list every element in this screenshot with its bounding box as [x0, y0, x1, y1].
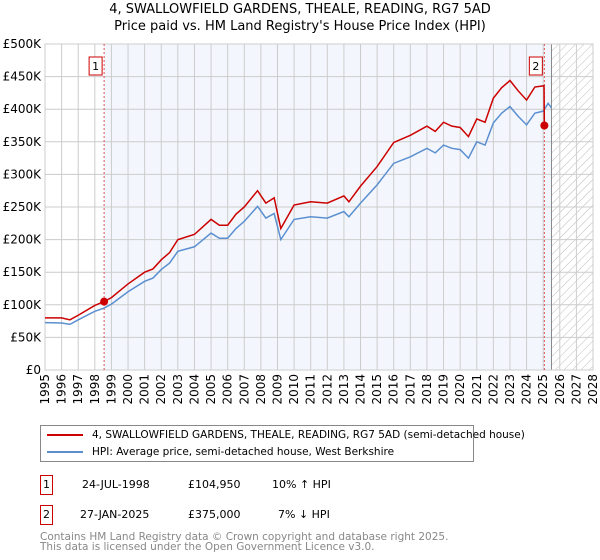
red-line-swatch [47, 434, 83, 436]
x-tick-label: 2003 [171, 374, 185, 405]
y-tick-label: £350K [3, 135, 43, 149]
x-tick-label: 2000 [121, 374, 135, 405]
blue-line-swatch [47, 451, 83, 453]
x-tick-label: 2020 [453, 374, 467, 405]
footer-copyright: Contains HM Land Registry data © Crown c… [40, 531, 449, 543]
sale-point [540, 121, 549, 130]
x-tick-label: 2010 [287, 374, 301, 405]
sale-hpi-diff: 7% ↓ HPI [278, 508, 330, 521]
x-tick-label: 2001 [138, 374, 152, 405]
x-tick-label: 2023 [503, 374, 517, 405]
legend: 4, SWALLOWFIELD GARDENS, THEALE, READING… [40, 425, 525, 462]
legend-label: 4, SWALLOWFIELD GARDENS, THEALE, READING… [92, 429, 525, 441]
sale-label: 2 [532, 60, 539, 73]
x-tick-label: 2024 [520, 374, 534, 405]
legend-item-property: 4, SWALLOWFIELD GARDENS, THEALE, READING… [47, 429, 525, 441]
x-tick-label: 2007 [237, 374, 251, 405]
price-chart: £0 £50K £100K £150K £200K £250K £300K £350K £400… [3, 37, 600, 405]
chart-title: 4, SWALLOWFIELD GARDENS, THEALE, READING… [109, 2, 491, 17]
property-price-line [45, 79, 549, 321]
x-tick-label: 2009 [270, 374, 284, 405]
x-tick-label: 2004 [187, 374, 201, 405]
x-tick-label: 2016 [387, 374, 401, 405]
legend-label: HPI: Average price, semi-detached house,… [92, 446, 395, 458]
sale-price: £104,950 [188, 478, 241, 491]
x-tick-label: 2011 [304, 374, 318, 405]
x-tick-label: 1996 [55, 374, 69, 405]
x-tick-label: 2022 [486, 374, 500, 405]
y-tick-label: £100K [3, 298, 43, 312]
x-tick-label: 2012 [320, 374, 334, 405]
x-tick-label: 2014 [354, 374, 368, 405]
x-tick-label: 2027 [569, 374, 583, 405]
sale-badge: 1 [40, 475, 53, 495]
x-tick-label: 2017 [403, 374, 417, 405]
footer-licence: This data is licensed under the Open Gov… [40, 541, 375, 553]
x-tick-label: 2015 [370, 374, 384, 405]
x-tick-label: 2002 [154, 374, 168, 405]
y-tick-label: £450K [3, 70, 43, 84]
hpi-line [44, 102, 553, 326]
x-tick-label: 1999 [104, 374, 118, 405]
x-tick-label: 2005 [204, 374, 218, 405]
y-tick-label: £200K [3, 233, 43, 247]
plot-border [44, 43, 594, 371]
x-tick-label: 2028 [586, 374, 600, 405]
sale-row: 1 24-JUL-1998 £104,950 10% ↑ HPI [40, 475, 440, 495]
x-tick-label: 2021 [470, 374, 484, 405]
sale-label-box [88, 56, 103, 76]
y-tick-label: £0 [26, 363, 41, 377]
sale-row: 2 27-JAN-2025 £375,000 7% ↓ HPI [40, 505, 440, 525]
x-tick-label: 1995 [38, 374, 52, 405]
x-tick-label: 2026 [553, 374, 567, 405]
y-tick-label: £150K [3, 265, 43, 279]
x-tick-label: 1998 [88, 374, 102, 405]
y-tick-label: £400K [3, 102, 43, 116]
x-tick-label: 2008 [254, 374, 268, 405]
sale-hpi-diff: 10% ↑ HPI [272, 478, 331, 491]
y-tick-label: £300K [3, 167, 43, 181]
sale-date: 24-JUL-1998 [82, 478, 150, 491]
sale-price: £375,000 [188, 508, 241, 521]
sale-date: 27-JAN-2025 [80, 508, 150, 521]
y-tick-label: £500K [3, 37, 43, 51]
sale-badge: 2 [40, 505, 53, 525]
y-tick-label: £50K [10, 330, 42, 344]
x-tick-label: 2013 [337, 374, 351, 405]
y-tick-label: £250K [3, 200, 43, 214]
x-tick-label: 2018 [420, 374, 434, 405]
sale-label: 1 [92, 60, 99, 73]
x-tick-label: 2006 [221, 374, 235, 405]
chart-subtitle: Price paid vs. HM Land Registry's House … [114, 19, 486, 34]
x-tick-label: 1997 [71, 374, 85, 405]
legend-item-hpi: HPI: Average price, semi-detached house,… [47, 446, 394, 458]
sale-label-box [528, 56, 543, 76]
x-tick-label: 2025 [536, 374, 550, 405]
sale-point [100, 297, 109, 306]
x-tick-label: 2019 [437, 374, 451, 405]
